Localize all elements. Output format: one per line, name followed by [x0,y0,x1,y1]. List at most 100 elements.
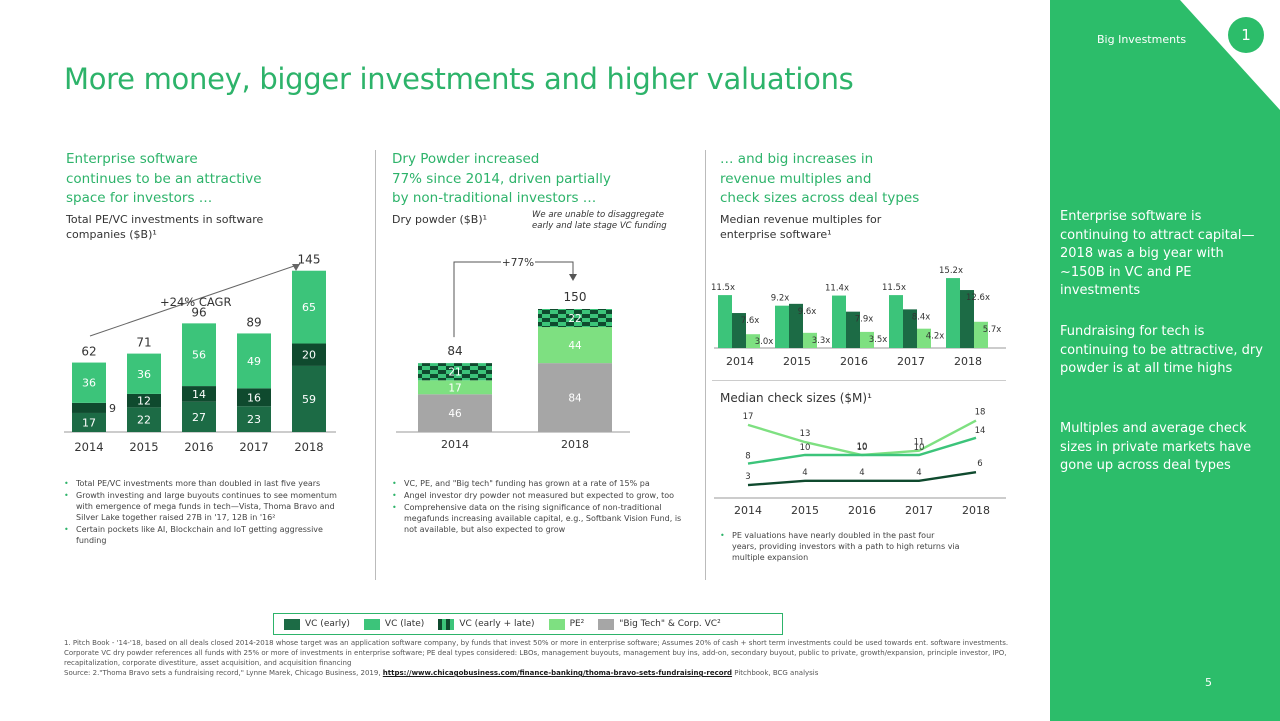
x-tick-label: 2015 [791,504,819,517]
bar-segment [292,270,326,344]
bar-segment [182,386,216,402]
bar-segment [292,365,326,432]
x-tick-label: 2017 [905,504,933,517]
data-label: 8.4x [912,312,931,322]
data-label: 3.5x [869,335,888,345]
segment-label: 56 [192,349,206,362]
col2-bullets: VC, PE, and "Big tech" funding has grown… [392,478,692,536]
column-divider [705,150,706,580]
growth-label: +77% [502,257,534,269]
sidebar-paragraph: Fundraising for tech is continuing to be… [1060,324,1263,376]
data-label: 8 [745,452,750,462]
x-tick-label: 2018 [954,355,982,368]
bar-segment [292,343,326,366]
x-tick-label: 2018 [561,438,589,451]
x-tick-label: 2014 [441,438,469,451]
bar-segment [127,353,161,394]
bar [832,295,846,348]
sidebar-paragraph: Multiples and average check sizes in pri… [1060,421,1252,473]
section-label: Big Investments [1097,33,1187,46]
data-label: 11.5x [711,283,735,293]
segment-label: 27 [192,411,206,424]
segment-label: 46 [448,408,462,420]
data-label: 10 [857,442,868,452]
segment-label: 36 [82,377,96,390]
bar [746,334,760,348]
data-label: 13 [800,429,811,439]
x-tick-label: 2017 [897,355,925,368]
growth-arrowhead [569,274,577,281]
data-label: 9.2x [771,294,790,304]
source-link[interactable]: https://www.chicagobusiness.com/finance-… [382,669,733,677]
list-item: Angel investor dry powder not measured b… [392,490,692,501]
data-label: 4 [916,468,921,478]
bar [946,278,960,348]
bar [903,309,917,348]
total-label: 145 [298,253,321,267]
investments-stacked-bar-chart: 17 9 36 62 2014 22 12 36 71 2015 27 14 56 96 2016 23 16 4… [64,253,336,454]
segment-label: 20 [302,349,316,362]
bar-segment [418,394,492,432]
data-label: 4 [802,468,807,478]
bar-segment [182,323,216,387]
segment-label: 16 [247,391,261,404]
x-tick-label: 2015 [129,440,158,454]
col2-heading: Dry Powder increased 77% since 2014, dri… [392,151,611,206]
bar-segment [538,309,612,328]
bar [974,321,988,348]
bar-segment [127,393,161,408]
dry-powder-stacked-bar-chart: 46 17 21 84 2014 84 44 22 150 2018 +77% [396,255,630,451]
data-label: 4.2x [926,332,945,342]
total-label: 150 [564,290,587,304]
legend-item: PE² [548,618,584,630]
page-number: 5 [1205,676,1212,689]
chart-legend: VC (early) VC (late) VC (early + late) P… [273,613,783,635]
segment-label: 17 [82,416,96,429]
bar-segment [127,407,161,432]
data-label: 11.5x [882,283,906,293]
x-tick-label: 2016 [184,440,213,454]
bar-segment [237,333,271,389]
legend-swatch [598,618,615,630]
legend-item: VC (late) [363,618,424,630]
list-item: Comprehensive data on the rising signifi… [392,502,692,535]
data-label: 14 [975,426,986,436]
bar [732,313,746,348]
bar-segment [237,388,271,407]
bar-segment [72,402,106,413]
bar-segment [72,412,106,432]
data-label: 18 [975,408,986,418]
col2-subtitle: Dry powder ($B)¹ [392,213,488,226]
bar-segment [538,327,612,364]
data-label: 4 [859,468,864,478]
list-item: Total PE/VC investments more than double… [64,478,354,489]
legend-swatch [438,618,455,630]
x-tick-label: 2015 [783,355,811,368]
sidebar-panel [1050,0,1280,721]
bar [803,332,817,348]
cagr-label: +24% CAGR [160,295,231,309]
data-label: 3.0x [755,337,774,347]
segment-label: 14 [192,388,206,401]
segment-label: 12 [137,395,151,408]
segment-label: 65 [302,301,316,314]
data-label: 3 [745,472,750,482]
legend-swatch [284,618,300,630]
total-label: 62 [81,345,96,359]
x-tick-label: 2016 [840,355,868,368]
col3-bullets: PE valuations have nearly doubled in the… [720,530,960,564]
data-label: 6 [977,459,982,469]
data-label: 11 [914,438,925,448]
bar-segment [72,362,106,403]
sidebar-paragraph: Enterprise software is continuing to att… [1060,209,1255,298]
legend-item: VC (early) [284,618,350,630]
segment-label: 84 [568,393,582,405]
list-item: PE valuations have nearly doubled in the… [720,530,960,563]
section-number-badge: 1 [1228,17,1264,53]
total-label: 84 [447,344,462,358]
page-title: More money, bigger investments and highe… [64,62,854,96]
x-tick-label: 2018 [962,504,990,517]
bar [860,331,874,348]
col2-note: We are unable to disaggregate early and … [532,210,667,231]
